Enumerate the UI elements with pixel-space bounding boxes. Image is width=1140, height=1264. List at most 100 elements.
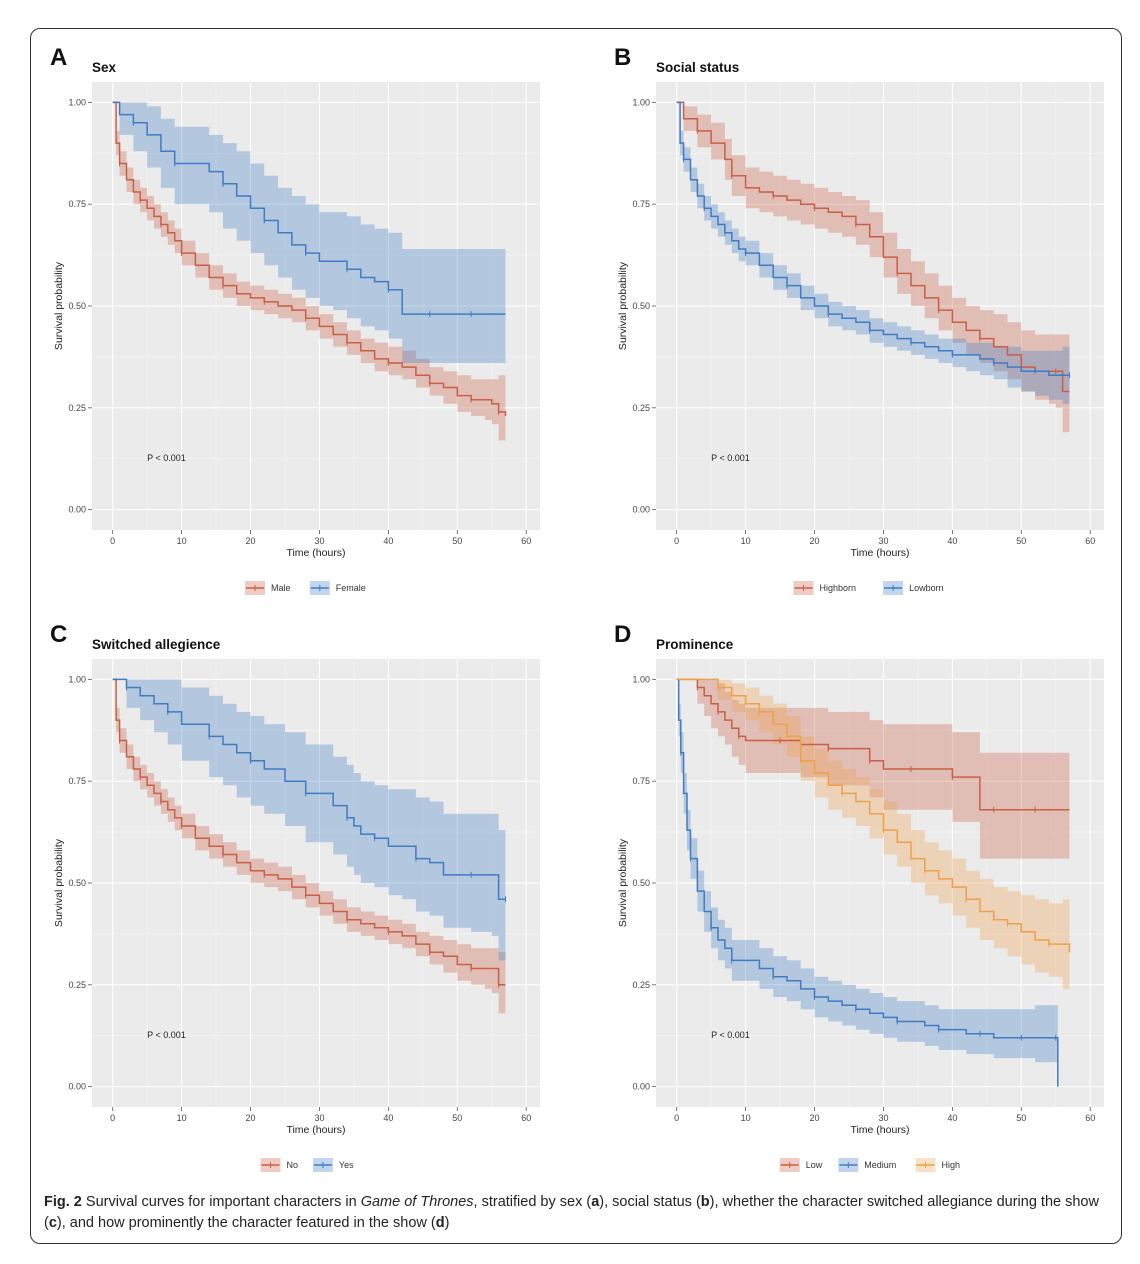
x-tick-label: 60 [1085, 536, 1095, 546]
legend-label: Male [271, 583, 291, 593]
y-tick-label: 0.25 [68, 980, 86, 990]
x-tick-label: 50 [452, 1113, 462, 1123]
x-tick-label: 50 [1016, 536, 1026, 546]
legend-item-high: High [915, 1158, 961, 1172]
survival-chart: 0 10 20 30 40 50 60 0.00 0.25 0.50 0.75 1.00 Time (h… [53, 82, 540, 595]
confidence-band-high [676, 679, 1070, 993]
y-tick-label: 0.25 [632, 980, 650, 990]
survival-line-low [676, 678, 1070, 811]
caption-text: , stratified by sex ( [473, 1194, 592, 1210]
caption-text: ), whether the character switched allegi… [44, 1194, 1099, 1231]
y-axis-label: Survival probability [53, 838, 65, 927]
y-tick-label: 0.50 [632, 878, 650, 888]
panel-d: 0 10 20 30 40 50 60 0.00 0.25 0.50 0.75 1.00 Time (h… [596, 607, 1140, 1177]
legend-label: Yes [339, 1160, 354, 1170]
survival-line-yes [112, 678, 506, 901]
x-tick-label: 50 [1016, 1113, 1026, 1123]
x-tick-label: 60 [521, 536, 531, 546]
legend-label: Lowborn [909, 583, 944, 593]
legend-item-medium: Medium [838, 1158, 896, 1172]
caption-ref: a [591, 1194, 600, 1210]
y-tick-label: 0.25 [68, 403, 86, 413]
y-axis-label: Survival probability [617, 261, 629, 350]
x-tick-label: 20 [246, 536, 256, 546]
caption-italic: Game of Thrones [360, 1194, 474, 1210]
y-tick-label: 0.25 [632, 403, 650, 413]
caption-ref: d [435, 1215, 445, 1231]
confidence-band-male [112, 102, 506, 441]
survival-chart: 0 10 20 30 40 50 60 0.00 0.25 0.50 0.75 1.00 Time (h… [617, 659, 1104, 1172]
x-axis-label: Time (hours) [850, 1124, 909, 1136]
y-axis-label: Survival probability [53, 261, 65, 350]
y-tick-label: 0.50 [68, 301, 86, 311]
x-tick-label: 0 [674, 1113, 679, 1123]
panel-b: 0 10 20 30 40 50 60 0.00 0.25 0.50 0.75 1.00 Time (h… [596, 30, 1140, 600]
x-tick-label: 30 [314, 536, 324, 546]
p-value-annotation: P < 0.001 [711, 453, 750, 463]
legend-item-low: Low [779, 1158, 823, 1172]
y-tick-label: 0.00 [68, 505, 86, 515]
legend-label: Highborn [820, 583, 857, 593]
y-tick-label: 0.00 [632, 1082, 650, 1092]
x-tick-label: 40 [383, 536, 393, 546]
panel-a: 0 10 20 30 40 50 60 0.00 0.25 0.50 0.75 1.00 Time (h… [32, 30, 577, 600]
panel-title: Prominence [656, 637, 734, 652]
x-tick-label: 40 [947, 536, 957, 546]
legend-label: No [287, 1160, 299, 1170]
x-tick-label: 20 [246, 1113, 256, 1123]
panel-letter: A [50, 44, 68, 71]
caption-label: Fig. 2 [44, 1194, 82, 1210]
y-tick-label: 0.50 [68, 878, 86, 888]
caption-text: ), and how prominently the character fea… [56, 1215, 436, 1231]
panel-letter: B [614, 44, 632, 71]
panel-c: 0 10 20 30 40 50 60 0.00 0.25 0.50 0.75 1.00 Time (h… [32, 607, 577, 1177]
x-axis-label: Time (hours) [850, 547, 909, 559]
survival-line-male [112, 101, 507, 416]
legend-item-female: Female [309, 581, 366, 595]
panel-title: Sex [92, 60, 117, 75]
caption-text: ) [444, 1215, 450, 1231]
x-axis-label: Time (hours) [286, 547, 345, 559]
legend-label: High [942, 1160, 961, 1170]
x-tick-label: 40 [383, 1113, 393, 1123]
x-tick-label: 10 [177, 536, 187, 546]
y-tick-label: 0.75 [68, 199, 86, 209]
survival-line-female [112, 101, 506, 315]
y-tick-label: 0.00 [68, 1082, 86, 1092]
legend-item-male: Male [245, 581, 291, 595]
confidence-band-highborn [676, 102, 1070, 433]
survival-chart: 0 10 20 30 40 50 60 0.00 0.25 0.50 0.75 1.00 Time (h… [53, 659, 540, 1172]
p-value-annotation: P < 0.001 [711, 1030, 750, 1040]
x-tick-label: 10 [177, 1113, 187, 1123]
y-tick-label: 0.75 [68, 776, 86, 786]
y-tick-label: 0.75 [632, 199, 650, 209]
panel-title: Social status [656, 60, 740, 75]
x-tick-label: 30 [878, 536, 888, 546]
survival-line-medium [676, 678, 1059, 1087]
caption-text: Survival curves for important characters… [81, 1194, 361, 1210]
legend-label: Female [336, 583, 366, 593]
x-tick-label: 0 [110, 1113, 115, 1123]
figure-frame [30, 28, 1122, 1244]
legend-label: Medium [864, 1160, 896, 1170]
x-tick-label: 20 [810, 536, 820, 546]
p-value-annotation: P < 0.001 [147, 453, 186, 463]
y-tick-label: 1.00 [632, 97, 650, 107]
y-tick-label: 0.50 [632, 301, 650, 311]
caption-text: ), social status ( [599, 1194, 701, 1210]
y-tick-label: 1.00 [68, 674, 86, 684]
panel-title: Switched allegience [92, 637, 221, 652]
x-tick-label: 60 [521, 1113, 531, 1123]
survival-line-no [112, 678, 506, 986]
y-tick-label: 1.00 [632, 674, 650, 684]
y-tick-label: 0.00 [632, 505, 650, 515]
p-value-annotation: P < 0.001 [147, 1030, 186, 1040]
x-tick-label: 10 [741, 536, 751, 546]
x-tick-label: 0 [110, 536, 115, 546]
y-tick-label: 0.75 [632, 776, 650, 786]
panel-letter: D [614, 621, 632, 648]
figure-caption: Fig. 2 Survival curves for important cha… [44, 1192, 1114, 1234]
survival-chart: 0 10 20 30 40 50 60 0.00 0.25 0.50 0.75 1.00 Time (h… [617, 82, 1104, 595]
x-tick-label: 30 [878, 1113, 888, 1123]
legend-item-no: No [260, 1158, 299, 1172]
